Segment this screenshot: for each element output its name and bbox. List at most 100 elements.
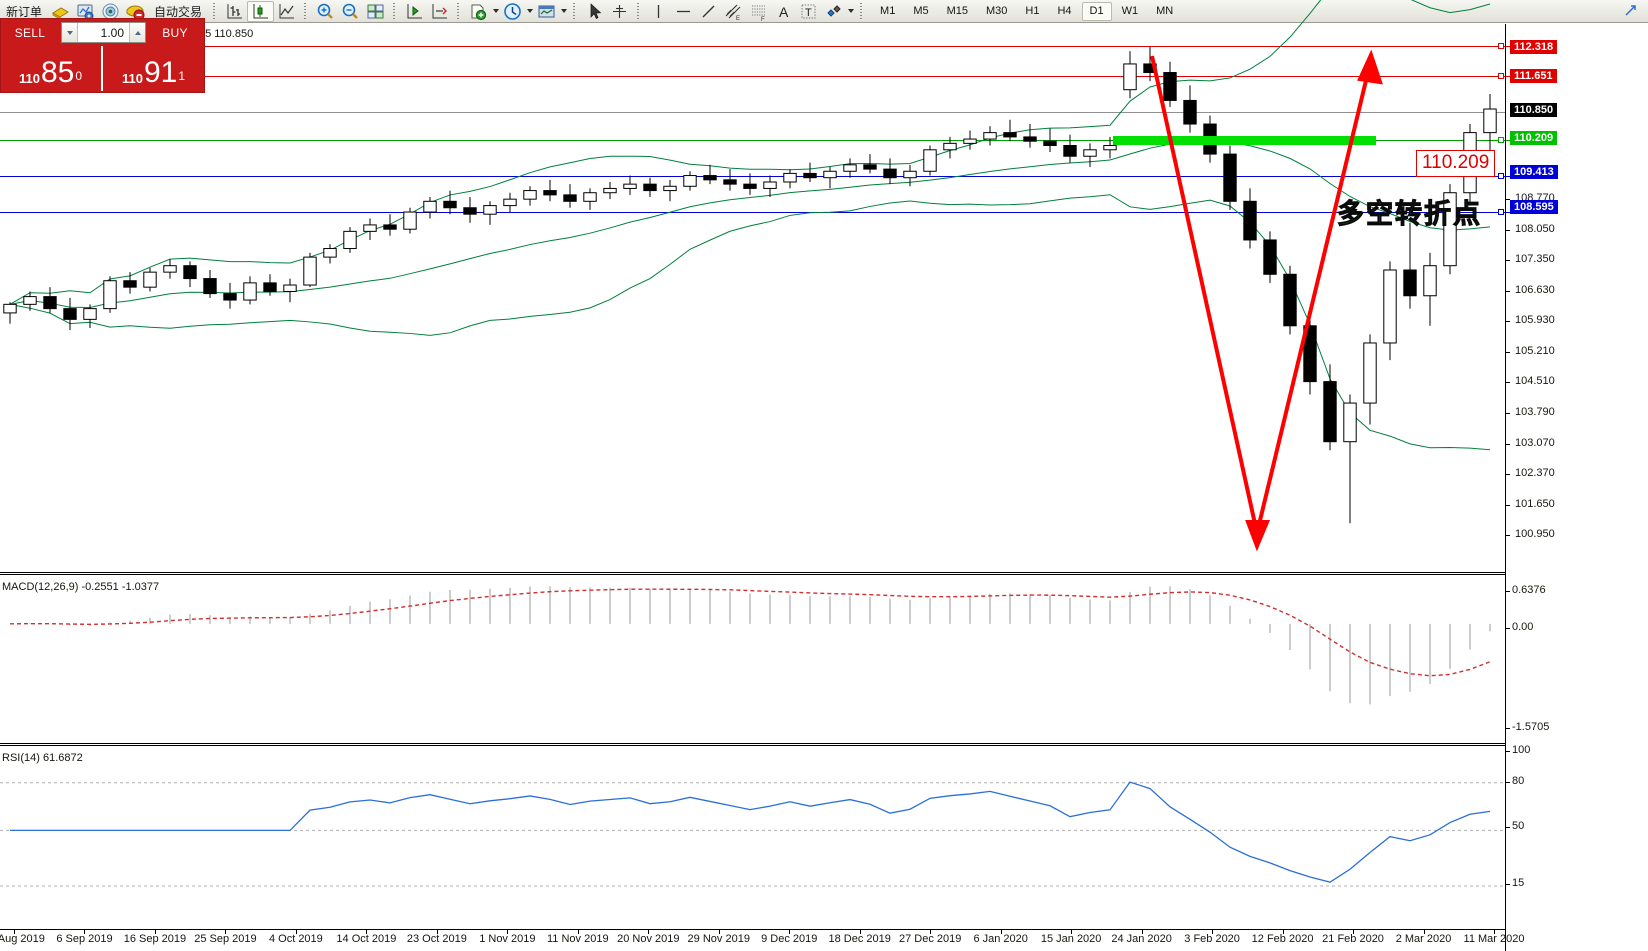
zoom-out-icon[interactable] bbox=[338, 1, 363, 22]
candle-body bbox=[323, 248, 337, 258]
rsi-pane-divider[interactable] bbox=[0, 743, 1505, 746]
timeframe-d1[interactable]: D1 bbox=[1081, 1, 1112, 21]
toolbar-separator bbox=[571, 2, 580, 20]
timeframe-m1[interactable]: M1 bbox=[880, 4, 896, 17]
price-label-112318[interactable]: 112.318 bbox=[1510, 40, 1558, 54]
level-line-110850-current bbox=[0, 112, 1505, 113]
timeframe-m30[interactable]: M30 bbox=[986, 4, 1008, 17]
timeframe-mn[interactable]: MN bbox=[1156, 4, 1174, 17]
trendline-icon[interactable] bbox=[696, 1, 721, 22]
volume-stepper[interactable]: 1.00 bbox=[61, 22, 146, 43]
date-tick bbox=[718, 930, 720, 934]
candle-body bbox=[783, 172, 797, 183]
macd-tick-000: 0.00 bbox=[1506, 621, 1533, 633]
candlestick-chart-icon[interactable] bbox=[247, 0, 275, 22]
cursor-icon[interactable] bbox=[582, 1, 607, 22]
price-label-109413[interactable]: 109.413 bbox=[1510, 164, 1558, 179]
level-anchor-111651[interactable] bbox=[1498, 73, 1504, 79]
macd-tick-15705: -1.5705 bbox=[1506, 721, 1549, 733]
price-tick-105930: 105.930 bbox=[1506, 314, 1555, 326]
price-callout-110209[interactable]: 110.209 bbox=[1416, 150, 1496, 177]
price-label-108595[interactable]: 108.595 bbox=[1510, 199, 1558, 214]
date-tick bbox=[436, 930, 438, 934]
chinese-annotation-turning-point[interactable]: 多空转折点 bbox=[1337, 199, 1482, 230]
trendline-drawing[interactable] bbox=[0, 24, 1505, 564]
volume-input[interactable]: 1.00 bbox=[100, 25, 124, 40]
add-indicator-icon[interactable] bbox=[466, 1, 491, 22]
level-line-110209[interactable] bbox=[0, 140, 1512, 141]
price-tick-101650: 101.650 bbox=[1506, 498, 1555, 510]
text-label-icon[interactable]: A bbox=[771, 1, 796, 22]
date-tick bbox=[14, 930, 15, 934]
timeframe-m5[interactable]: M5 bbox=[913, 4, 929, 17]
date-axis[interactable]: 28 Aug 2019 6 Sep 2019 16 Sep 2019 25 Sep 2… bbox=[0, 929, 1524, 951]
auto-trading-button[interactable]: 自动交易 bbox=[148, 1, 208, 22]
date-tick bbox=[507, 930, 509, 934]
rsi-tick-100: 100 bbox=[1506, 744, 1530, 756]
level-line-111651[interactable] bbox=[0, 76, 1512, 77]
sell-price-display[interactable]: 110 85 0 bbox=[1, 46, 100, 91]
candle-body bbox=[303, 256, 317, 286]
timeframe-h4[interactable]: H4 bbox=[1057, 4, 1072, 17]
one-click-trading-panel[interactable]: SELL 1.00 BUY 110 85 0 110 91 1 bbox=[0, 18, 205, 93]
level-anchor-110209[interactable] bbox=[1498, 137, 1504, 143]
tile-windows-icon[interactable] bbox=[363, 1, 388, 22]
line-chart-icon[interactable] bbox=[274, 1, 299, 22]
date-tick bbox=[225, 930, 227, 934]
volume-decrease-button[interactable] bbox=[62, 23, 78, 42]
price-label-110209[interactable]: 110.209 bbox=[1510, 130, 1558, 145]
date-label: 6 Jan 2020 bbox=[973, 933, 1028, 945]
horizontal-line-icon[interactable] bbox=[671, 1, 696, 22]
auto-scroll-icon[interactable] bbox=[427, 1, 452, 22]
date-label: 2 Mar 2020 bbox=[1395, 933, 1452, 945]
timeframe-m15[interactable]: M15 bbox=[946, 4, 968, 17]
expand-icon[interactable] bbox=[1619, 1, 1644, 22]
chart-shift-icon[interactable] bbox=[402, 1, 427, 22]
level-anchor-108595[interactable] bbox=[1498, 209, 1504, 215]
bar-chart-icon[interactable] bbox=[222, 1, 247, 22]
timeframe-w1[interactable]: W1 bbox=[1121, 4, 1139, 17]
candle-body bbox=[123, 280, 137, 288]
date-tick bbox=[859, 930, 861, 934]
date-tick bbox=[1423, 930, 1425, 934]
level-anchor-109413[interactable] bbox=[1498, 173, 1504, 179]
drawing-tools-icon[interactable] bbox=[821, 1, 846, 22]
level-line-109413[interactable] bbox=[0, 176, 1512, 177]
fibonacci-retracement-icon[interactable]: F bbox=[746, 1, 771, 22]
templates-dropdown-caret[interactable] bbox=[559, 1, 568, 22]
rsi-tick-80: 80 bbox=[1506, 775, 1524, 787]
auto-trading-icon[interactable] bbox=[123, 1, 148, 22]
period-icon[interactable] bbox=[500, 1, 525, 22]
price-label-111651[interactable]: 111.651 bbox=[1510, 68, 1557, 83]
macd-label: MACD(12,26,9) -0.2551 -1.0377 bbox=[2, 581, 160, 593]
period-dropdown-caret[interactable] bbox=[525, 1, 534, 22]
level-line-108595[interactable] bbox=[0, 212, 1512, 213]
templates-icon[interactable] bbox=[534, 1, 559, 22]
new-order-button[interactable]: 新订单 bbox=[0, 1, 48, 22]
drawing-tools-dropdown-caret[interactable] bbox=[846, 1, 855, 22]
support-band-110209[interactable] bbox=[1113, 136, 1376, 145]
crosshair-icon[interactable] bbox=[607, 1, 632, 22]
date-label: 11 Mar 2020 bbox=[1463, 933, 1525, 945]
candle-body bbox=[843, 164, 857, 172]
level-anchor-112318[interactable] bbox=[1498, 43, 1504, 49]
zoom-in-icon[interactable] bbox=[313, 1, 338, 22]
price-axis[interactable]: 112.318 111.651 110.850 110.209 109.413 108.7… bbox=[1505, 24, 1648, 951]
rsi-gridlines bbox=[0, 782, 1505, 887]
sell-button[interactable]: SELL bbox=[14, 25, 46, 40]
candle-body bbox=[523, 190, 537, 200]
text-box-icon[interactable]: T bbox=[796, 1, 821, 22]
buy-button[interactable]: BUY bbox=[162, 25, 188, 40]
equidistant-channel-icon[interactable]: E bbox=[721, 1, 746, 22]
macd-pane-divider[interactable] bbox=[0, 572, 1505, 575]
add-indicator-dropdown-caret[interactable] bbox=[491, 1, 500, 22]
candle-body bbox=[203, 278, 217, 295]
price-label-110850[interactable]: 110.850 bbox=[1510, 103, 1558, 118]
candle-body bbox=[103, 280, 117, 310]
level-line-112318[interactable] bbox=[0, 46, 1512, 47]
timeframe-h1[interactable]: H1 bbox=[1025, 4, 1040, 17]
vertical-line-icon[interactable] bbox=[646, 1, 671, 22]
volume-increase-button[interactable] bbox=[129, 23, 145, 42]
buy-price-display[interactable]: 110 91 1 bbox=[104, 46, 203, 91]
